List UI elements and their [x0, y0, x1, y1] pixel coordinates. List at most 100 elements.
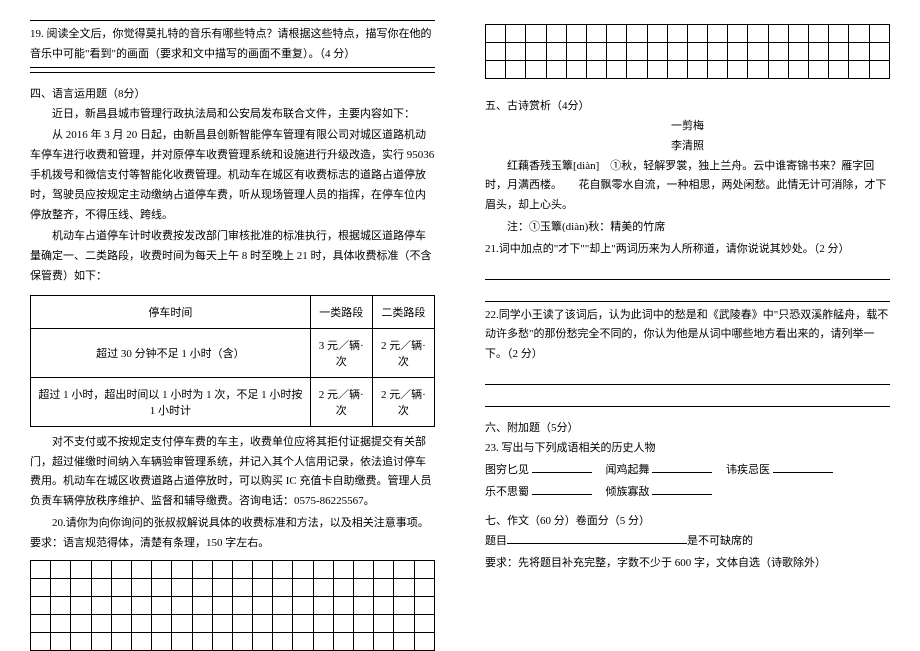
- grid-cell: [111, 614, 131, 632]
- grid-cell: [566, 25, 586, 43]
- grid-cell: [486, 43, 506, 61]
- idiom: 倾族寡敌: [606, 486, 650, 498]
- q22-text: 22.同学小王读了该词后，认为此词中的愁是和《武陵春》中"只恐双溪舴艋舟，载不动…: [485, 306, 890, 365]
- fee-header: 一类路段: [310, 295, 372, 328]
- grid-cell: [486, 25, 506, 43]
- grid-cell: [486, 61, 506, 79]
- grid-cell: [708, 61, 728, 79]
- blank-line: [485, 262, 890, 280]
- fee-header: 二类路段: [372, 295, 434, 328]
- fill-blank: [532, 461, 592, 473]
- grid-cell: [394, 560, 414, 578]
- grid-cell: [253, 596, 273, 614]
- grid-cell: [394, 614, 414, 632]
- grid-cell: [374, 578, 394, 596]
- fee-header: 停车时间: [31, 295, 311, 328]
- grid-cell: [627, 25, 647, 43]
- grid-cell: [586, 61, 606, 79]
- grid-cell: [354, 596, 374, 614]
- grid-cell: [313, 560, 333, 578]
- poem-line1: 红藕香残玉簟[diàn] ①秋，轻解罗裳，独上兰舟。云中谁寄锦书来？雁字回时，月…: [485, 157, 890, 216]
- grid-cell: [768, 43, 788, 61]
- grid-cell: [546, 43, 566, 61]
- blank-line: [485, 367, 890, 385]
- grid-cell: [313, 578, 333, 596]
- grid-cell: [293, 560, 313, 578]
- grid-cell: [333, 560, 353, 578]
- blank-line: [30, 20, 435, 21]
- grid-cell: [152, 614, 172, 632]
- grid-cell: [131, 596, 151, 614]
- grid-cell: [687, 25, 707, 43]
- grid-cell: [91, 632, 111, 650]
- grid-cell: [728, 61, 748, 79]
- grid-cell: [31, 560, 51, 578]
- grid-cell: [849, 43, 869, 61]
- grid-cell: [232, 596, 252, 614]
- grid-cell: [273, 632, 293, 650]
- fee-table: 停车时间 一类路段 二类路段 超过 30 分钟不足 1 小时（含） 3 元／辆·…: [30, 295, 435, 427]
- fee-cell: 2 元／辆·次: [372, 377, 434, 426]
- grid-cell: [131, 614, 151, 632]
- grid-cell: [607, 25, 627, 43]
- grid-cell: [687, 43, 707, 61]
- grid-cell: [192, 596, 212, 614]
- idiom: 讳疾忌医: [726, 464, 770, 476]
- grid-cell: [627, 43, 647, 61]
- section6-title: 六、附加题（5分）: [485, 419, 890, 435]
- grid-cell: [849, 25, 869, 43]
- grid-cell: [273, 614, 293, 632]
- left-column: 19. 阅读全文后，你觉得莫扎特的音乐有哪些特点？请根据这些特点，描写你在他的音…: [30, 20, 435, 618]
- grid-cell: [526, 43, 546, 61]
- grid-cell: [131, 560, 151, 578]
- grid-cell: [172, 578, 192, 596]
- grid-cell: [111, 560, 131, 578]
- grid-cell: [869, 61, 889, 79]
- fill-blank: [652, 461, 712, 473]
- grid-cell: [627, 61, 647, 79]
- grid-cell: [414, 596, 434, 614]
- grid-cell: [71, 596, 91, 614]
- section4-title: 四、语言运用题（8分）: [30, 85, 435, 101]
- table-row: 超过 1 小时，超出时间以 1 小时为 1 次，不足 1 小时按 1 小时计 2…: [31, 377, 435, 426]
- grid-cell: [293, 632, 313, 650]
- answer-grid: [30, 560, 435, 651]
- grid-cell: [414, 614, 434, 632]
- grid-cell: [647, 61, 667, 79]
- grid-cell: [91, 614, 111, 632]
- essay-topic-suffix: 是不可缺席的: [687, 535, 753, 547]
- grid-cell: [506, 25, 526, 43]
- grid-cell: [273, 578, 293, 596]
- grid-cell: [212, 560, 232, 578]
- grid-cell: [788, 61, 808, 79]
- grid-cell: [586, 25, 606, 43]
- grid-cell: [748, 43, 768, 61]
- poem-note: 注：①玉簟(diàn)秋：精美的竹席: [485, 218, 890, 238]
- fee-cell: 2 元／辆·次: [372, 328, 434, 377]
- grid-cell: [273, 596, 293, 614]
- grid-cell: [31, 614, 51, 632]
- grid-cell: [293, 578, 313, 596]
- grid-cell: [667, 43, 687, 61]
- grid-cell: [212, 614, 232, 632]
- grid-cell: [31, 596, 51, 614]
- grid-cell: [647, 25, 667, 43]
- grid-cell: [131, 632, 151, 650]
- grid-cell: [192, 632, 212, 650]
- fill-blank: [532, 483, 592, 495]
- grid-cell: [788, 43, 808, 61]
- grid-cell: [566, 61, 586, 79]
- grid-cell: [546, 25, 566, 43]
- grid-cell: [192, 614, 212, 632]
- table-row: 超过 30 分钟不足 1 小时（含） 3 元／辆·次 2 元／辆·次: [31, 328, 435, 377]
- grid-cell: [829, 61, 849, 79]
- grid-cell: [212, 596, 232, 614]
- q21-text: 21.词中加点的"才下""却上"两词历来为人所称道，请你说说其妙处。（2 分）: [485, 240, 890, 260]
- grid-cell: [333, 614, 353, 632]
- grid-cell: [788, 25, 808, 43]
- grid-cell: [152, 560, 172, 578]
- right-column: 五、古诗赏析（4分） 一剪梅 李清照 红藕香残玉簟[diàn] ①秋，轻解罗裳，…: [485, 20, 890, 618]
- grid-cell: [273, 560, 293, 578]
- grid-cell: [869, 25, 889, 43]
- grid-cell: [667, 25, 687, 43]
